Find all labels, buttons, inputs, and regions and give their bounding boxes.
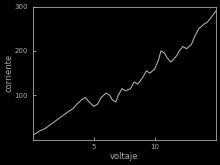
Y-axis label: corriente: corriente [4, 54, 13, 92]
X-axis label: voltaje: voltaje [110, 152, 139, 161]
